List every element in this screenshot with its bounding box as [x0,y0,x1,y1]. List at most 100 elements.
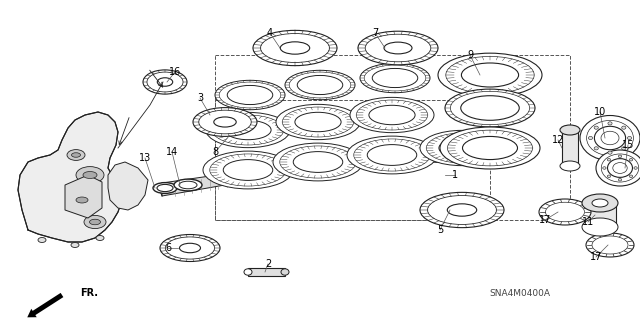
Ellipse shape [447,204,477,216]
Polygon shape [162,153,430,196]
FancyArrow shape [28,293,63,317]
Ellipse shape [289,72,351,98]
Ellipse shape [223,160,273,181]
Ellipse shape [629,175,633,178]
Ellipse shape [280,42,310,54]
Ellipse shape [214,117,236,127]
Ellipse shape [90,219,100,225]
Ellipse shape [439,138,485,158]
Ellipse shape [179,243,200,253]
Ellipse shape [179,181,197,189]
Ellipse shape [582,194,618,212]
Ellipse shape [603,167,606,169]
Ellipse shape [428,196,497,225]
Ellipse shape [285,70,355,100]
Ellipse shape [440,127,540,169]
Polygon shape [248,268,285,276]
Ellipse shape [364,65,426,91]
Ellipse shape [588,137,593,140]
Text: 5: 5 [437,225,443,235]
Ellipse shape [244,269,252,275]
Text: FR.: FR. [80,288,98,298]
Ellipse shape [260,33,330,63]
Ellipse shape [367,145,417,165]
Ellipse shape [282,107,354,137]
Ellipse shape [157,78,173,86]
Ellipse shape [621,126,626,129]
Ellipse shape [273,143,363,181]
Ellipse shape [539,199,591,225]
Ellipse shape [160,234,220,262]
Ellipse shape [280,146,356,178]
Ellipse shape [587,121,634,156]
Text: 10: 10 [594,107,606,117]
Text: 11: 11 [582,217,594,227]
Ellipse shape [203,151,293,189]
Ellipse shape [461,96,519,120]
Ellipse shape [253,30,337,66]
Ellipse shape [215,80,285,110]
Text: 17: 17 [539,215,551,225]
Ellipse shape [446,56,534,93]
Ellipse shape [71,242,79,248]
Ellipse shape [621,147,626,150]
Ellipse shape [580,115,640,160]
Ellipse shape [83,172,97,179]
Ellipse shape [596,150,640,186]
Ellipse shape [358,31,438,65]
Ellipse shape [607,159,611,161]
Text: 1: 1 [452,170,458,180]
Polygon shape [65,175,102,218]
Ellipse shape [634,167,637,169]
Ellipse shape [607,159,632,177]
Ellipse shape [174,179,202,191]
Ellipse shape [281,269,289,275]
Ellipse shape [592,236,628,254]
Ellipse shape [206,112,290,148]
Ellipse shape [595,126,626,150]
Text: 4: 4 [267,28,273,38]
Ellipse shape [365,34,431,62]
Ellipse shape [627,137,632,140]
Ellipse shape [447,130,532,166]
Ellipse shape [147,72,183,92]
Text: 8: 8 [212,147,218,157]
Ellipse shape [70,193,94,207]
Ellipse shape [38,238,46,242]
Ellipse shape [227,85,273,105]
Ellipse shape [618,178,621,181]
Ellipse shape [143,70,187,94]
Ellipse shape [67,150,85,160]
Ellipse shape [545,202,584,222]
Ellipse shape [608,151,612,154]
Bar [562,130,578,166]
Ellipse shape [369,105,415,125]
Ellipse shape [293,152,343,172]
Text: 17: 17 [590,252,602,262]
Ellipse shape [420,192,504,228]
Ellipse shape [372,69,418,87]
Polygon shape [430,153,460,163]
Ellipse shape [193,108,257,137]
Ellipse shape [560,161,580,171]
Text: 2: 2 [265,259,271,269]
Text: 3: 3 [197,93,203,103]
Ellipse shape [360,63,430,93]
Ellipse shape [384,42,412,54]
Ellipse shape [586,233,634,257]
Text: 7: 7 [372,28,378,38]
Ellipse shape [461,63,518,87]
Text: 6: 6 [165,243,171,253]
Ellipse shape [212,115,284,145]
Ellipse shape [165,237,214,259]
Ellipse shape [225,120,271,140]
Polygon shape [18,112,122,242]
Ellipse shape [582,218,618,236]
Text: 16: 16 [169,67,181,77]
Ellipse shape [76,167,104,183]
Ellipse shape [297,76,343,94]
Ellipse shape [613,163,627,174]
Ellipse shape [451,91,530,125]
Text: 14: 14 [166,147,178,157]
Ellipse shape [72,153,81,157]
